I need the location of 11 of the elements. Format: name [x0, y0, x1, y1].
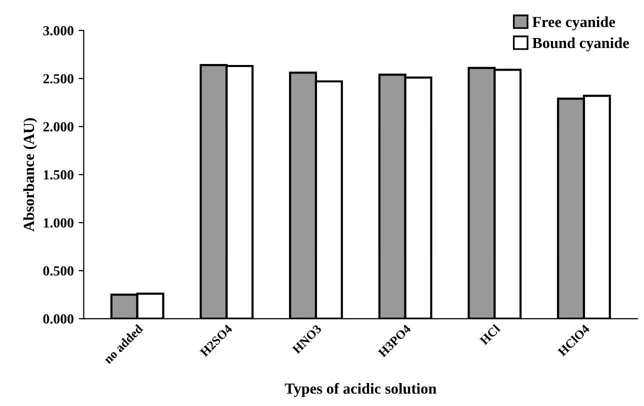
y-tick-label: 0.000 [43, 314, 74, 324]
y-tick-label: 2.500 [43, 74, 74, 84]
y-tick-label: 3.000 [43, 26, 74, 36]
legend-label: Free cyanide [532, 16, 616, 30]
y-tick-label: 0.500 [43, 266, 74, 276]
y-tick-label: 1.500 [44, 170, 74, 180]
y-tick-label: 2.000 [43, 122, 74, 132]
x-axis-title: Types of acidic solution [284, 382, 436, 397]
legend-label: Bound cyanide [532, 37, 629, 52]
y-axis-title: Absorbance (AU) [23, 118, 38, 232]
y-tick-label: 1.000 [44, 218, 74, 228]
